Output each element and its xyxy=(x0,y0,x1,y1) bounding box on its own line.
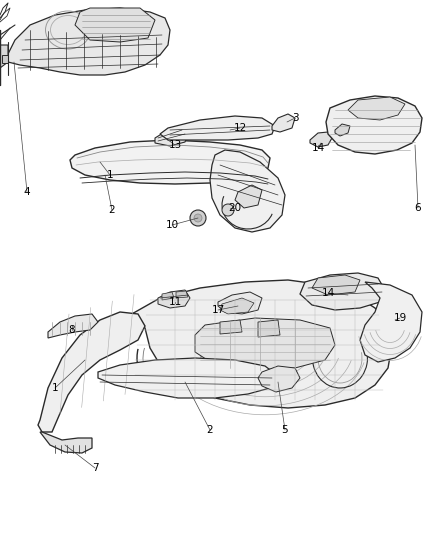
Polygon shape xyxy=(130,280,392,408)
Polygon shape xyxy=(348,97,405,120)
Polygon shape xyxy=(210,150,285,232)
Text: 20: 20 xyxy=(229,203,242,213)
Circle shape xyxy=(194,214,202,222)
Polygon shape xyxy=(258,366,300,392)
Polygon shape xyxy=(360,282,422,362)
Polygon shape xyxy=(48,314,98,338)
Polygon shape xyxy=(40,432,92,453)
Circle shape xyxy=(222,204,234,216)
Text: 3: 3 xyxy=(292,113,298,123)
Polygon shape xyxy=(176,291,188,298)
Polygon shape xyxy=(2,55,8,63)
Text: 14: 14 xyxy=(311,143,325,153)
Polygon shape xyxy=(300,273,385,310)
Text: 13: 13 xyxy=(168,140,182,150)
Polygon shape xyxy=(258,320,280,337)
Polygon shape xyxy=(310,132,332,147)
Text: 1: 1 xyxy=(107,170,113,180)
Polygon shape xyxy=(98,358,278,398)
Text: 19: 19 xyxy=(393,313,406,323)
Polygon shape xyxy=(155,128,188,146)
Polygon shape xyxy=(220,298,254,314)
Text: 7: 7 xyxy=(92,463,98,473)
Text: 8: 8 xyxy=(69,325,75,335)
Polygon shape xyxy=(158,290,190,308)
Polygon shape xyxy=(326,96,422,154)
Polygon shape xyxy=(220,320,242,334)
Text: 2: 2 xyxy=(109,205,115,215)
Polygon shape xyxy=(195,318,335,370)
Text: 17: 17 xyxy=(212,305,225,315)
Text: 2: 2 xyxy=(207,425,213,435)
Text: 5: 5 xyxy=(282,425,288,435)
Polygon shape xyxy=(0,45,8,68)
Polygon shape xyxy=(5,8,170,75)
Polygon shape xyxy=(272,114,295,132)
Polygon shape xyxy=(335,124,350,136)
Polygon shape xyxy=(235,185,262,208)
Text: 1: 1 xyxy=(52,383,58,393)
Polygon shape xyxy=(312,275,360,295)
Text: 14: 14 xyxy=(321,288,335,298)
Polygon shape xyxy=(160,116,275,140)
Text: 4: 4 xyxy=(24,187,30,197)
Circle shape xyxy=(190,210,206,226)
Text: 10: 10 xyxy=(166,220,179,230)
Polygon shape xyxy=(70,140,270,184)
Polygon shape xyxy=(162,292,174,300)
Text: 11: 11 xyxy=(168,297,182,307)
Text: 12: 12 xyxy=(233,123,247,133)
Text: 6: 6 xyxy=(415,203,421,213)
Polygon shape xyxy=(218,292,262,314)
Polygon shape xyxy=(38,312,145,432)
Polygon shape xyxy=(75,8,155,42)
